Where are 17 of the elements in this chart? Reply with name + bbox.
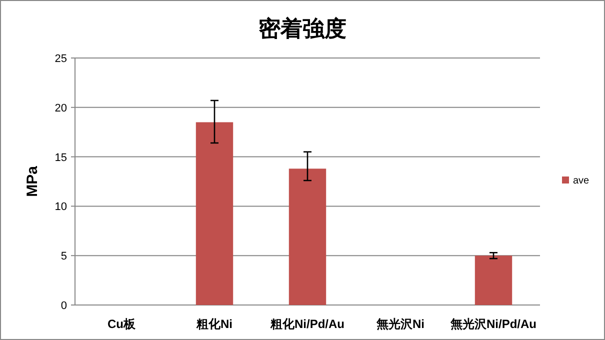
x-tick-label: 無光沢Ni/Pd/Au: [450, 317, 536, 331]
bar: [288, 168, 326, 305]
bar: [474, 256, 512, 305]
bar: [196, 122, 234, 305]
x-tick-label: 粗化Ni: [196, 317, 232, 331]
y-tick-label: 5: [60, 250, 67, 263]
y-tick-label: 15: [54, 152, 67, 164]
x-tick-label: Cu板: [108, 317, 136, 331]
y-tick-label: 20: [54, 102, 67, 114]
legend-label: ave: [573, 176, 590, 186]
x-tick-label: 無光沢Ni: [376, 317, 424, 331]
y-tick-label: 10: [54, 201, 67, 214]
x-tick-label: 粗化Ni/Pd/Au: [270, 317, 344, 331]
y-tick-label: 25: [54, 53, 67, 65]
chart-title: 密着強度: [258, 16, 346, 41]
y-tick-label: 0: [60, 300, 67, 312]
y-axis-title: MPa: [24, 165, 41, 197]
